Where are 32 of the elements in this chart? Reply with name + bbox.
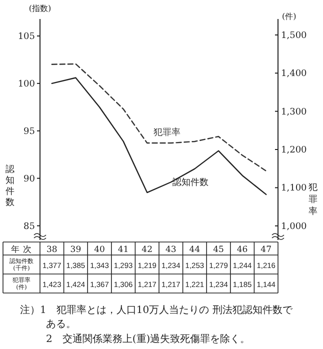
y-tick-label: 85: [24, 222, 36, 232]
x-tick-label: 41: [118, 245, 129, 255]
y2-tick-label: 1,400: [281, 69, 308, 80]
text: 認知件数: [6, 165, 14, 208]
y2-tick-label: 1,500: [281, 30, 308, 41]
y2-tick-label: 1,300: [281, 107, 308, 118]
x-axis-title: 年 次: [11, 244, 32, 255]
x-tick-label: 42: [142, 245, 153, 255]
text: 2 交通関係業務上(重)過失致死傷罪を除く。: [46, 333, 250, 345]
text: (件): [282, 12, 296, 21]
y-tick-label: 100: [18, 79, 36, 90]
y2-axis-title: 犯罪率: [308, 183, 318, 217]
x-tick-label: 45: [213, 245, 224, 255]
x-tick-label: 46: [236, 245, 248, 255]
x-tick-label: 47: [260, 245, 272, 255]
y2-tick-label: 1,200: [281, 146, 308, 156]
y2-tick-label: 1,000: [281, 222, 308, 232]
y-tick-label: 105: [18, 32, 36, 42]
line-series: [51, 77, 267, 196]
text: 注）1 犯罪率とは，人口10万人当たりの 刑法犯認知件数である。: [20, 304, 294, 330]
y-tick-label: 90: [24, 174, 36, 184]
line-series: [51, 63, 267, 172]
x-tick-label: 38: [46, 245, 58, 255]
x-tick-label: 40: [94, 245, 105, 255]
x-tick-label: 43: [165, 245, 176, 255]
y-tick-label: 95: [24, 126, 36, 137]
series-label: 認知件数: [172, 176, 209, 188]
text: (指数): [28, 4, 52, 13]
x-tick-label: 39: [70, 245, 82, 255]
x-tick-label: 44: [189, 245, 200, 255]
y2-tick-label: 1,100: [281, 184, 308, 194]
series-label: 犯罪率: [153, 127, 180, 138]
